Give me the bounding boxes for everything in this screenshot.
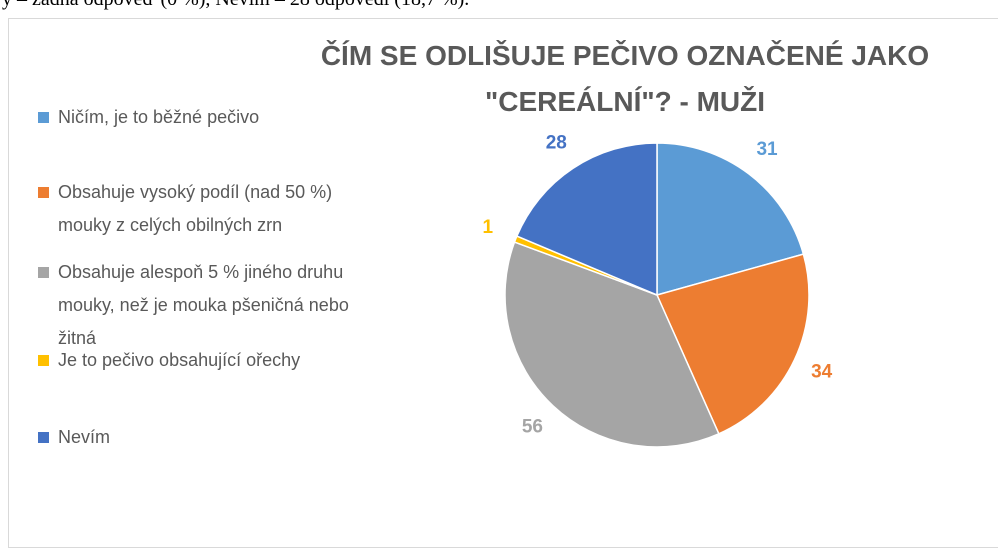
legend-label: Je to pečivo obsahující ořechy [58,350,301,370]
caption: y – žádná odpověď (0 %), Nevím – 28 odpo… [2,0,469,11]
legend-swatch [38,187,49,198]
chart: ČÍM SE ODLIŠUJE PEČIVO OZNAČENÉ JAKO "CE… [321,39,929,448]
data-label: 28 [546,132,567,153]
data-label: 56 [522,417,543,438]
legend-swatch [38,267,49,278]
legend-swatch [38,355,49,366]
pie-slice [515,142,658,297]
chart-title: "CEREÁLNÍ"? - MUŽI [485,86,765,117]
legend-label: Obsahuje alespoň 5 % jiného druhu mouky,… [58,262,349,348]
legend-swatch [38,112,49,123]
data-label: 1 [482,217,493,238]
legend-label: Nevím [58,427,111,447]
legend-label: Obsahuje vysoký podíl (nad 50 %) mouky z… [58,182,333,235]
data-label: 31 [756,139,778,160]
chart-title: ČÍM SE ODLIŠUJE PEČIVO OZNAČENÉ JAKO [321,39,929,71]
legend-label: Ničím, je to běžné pečivo [58,107,260,127]
pie-slice [656,142,805,296]
pie-slice [504,241,720,448]
legend-swatch [38,432,49,443]
data-label: 34 [811,362,833,383]
pie-slice [655,253,810,435]
